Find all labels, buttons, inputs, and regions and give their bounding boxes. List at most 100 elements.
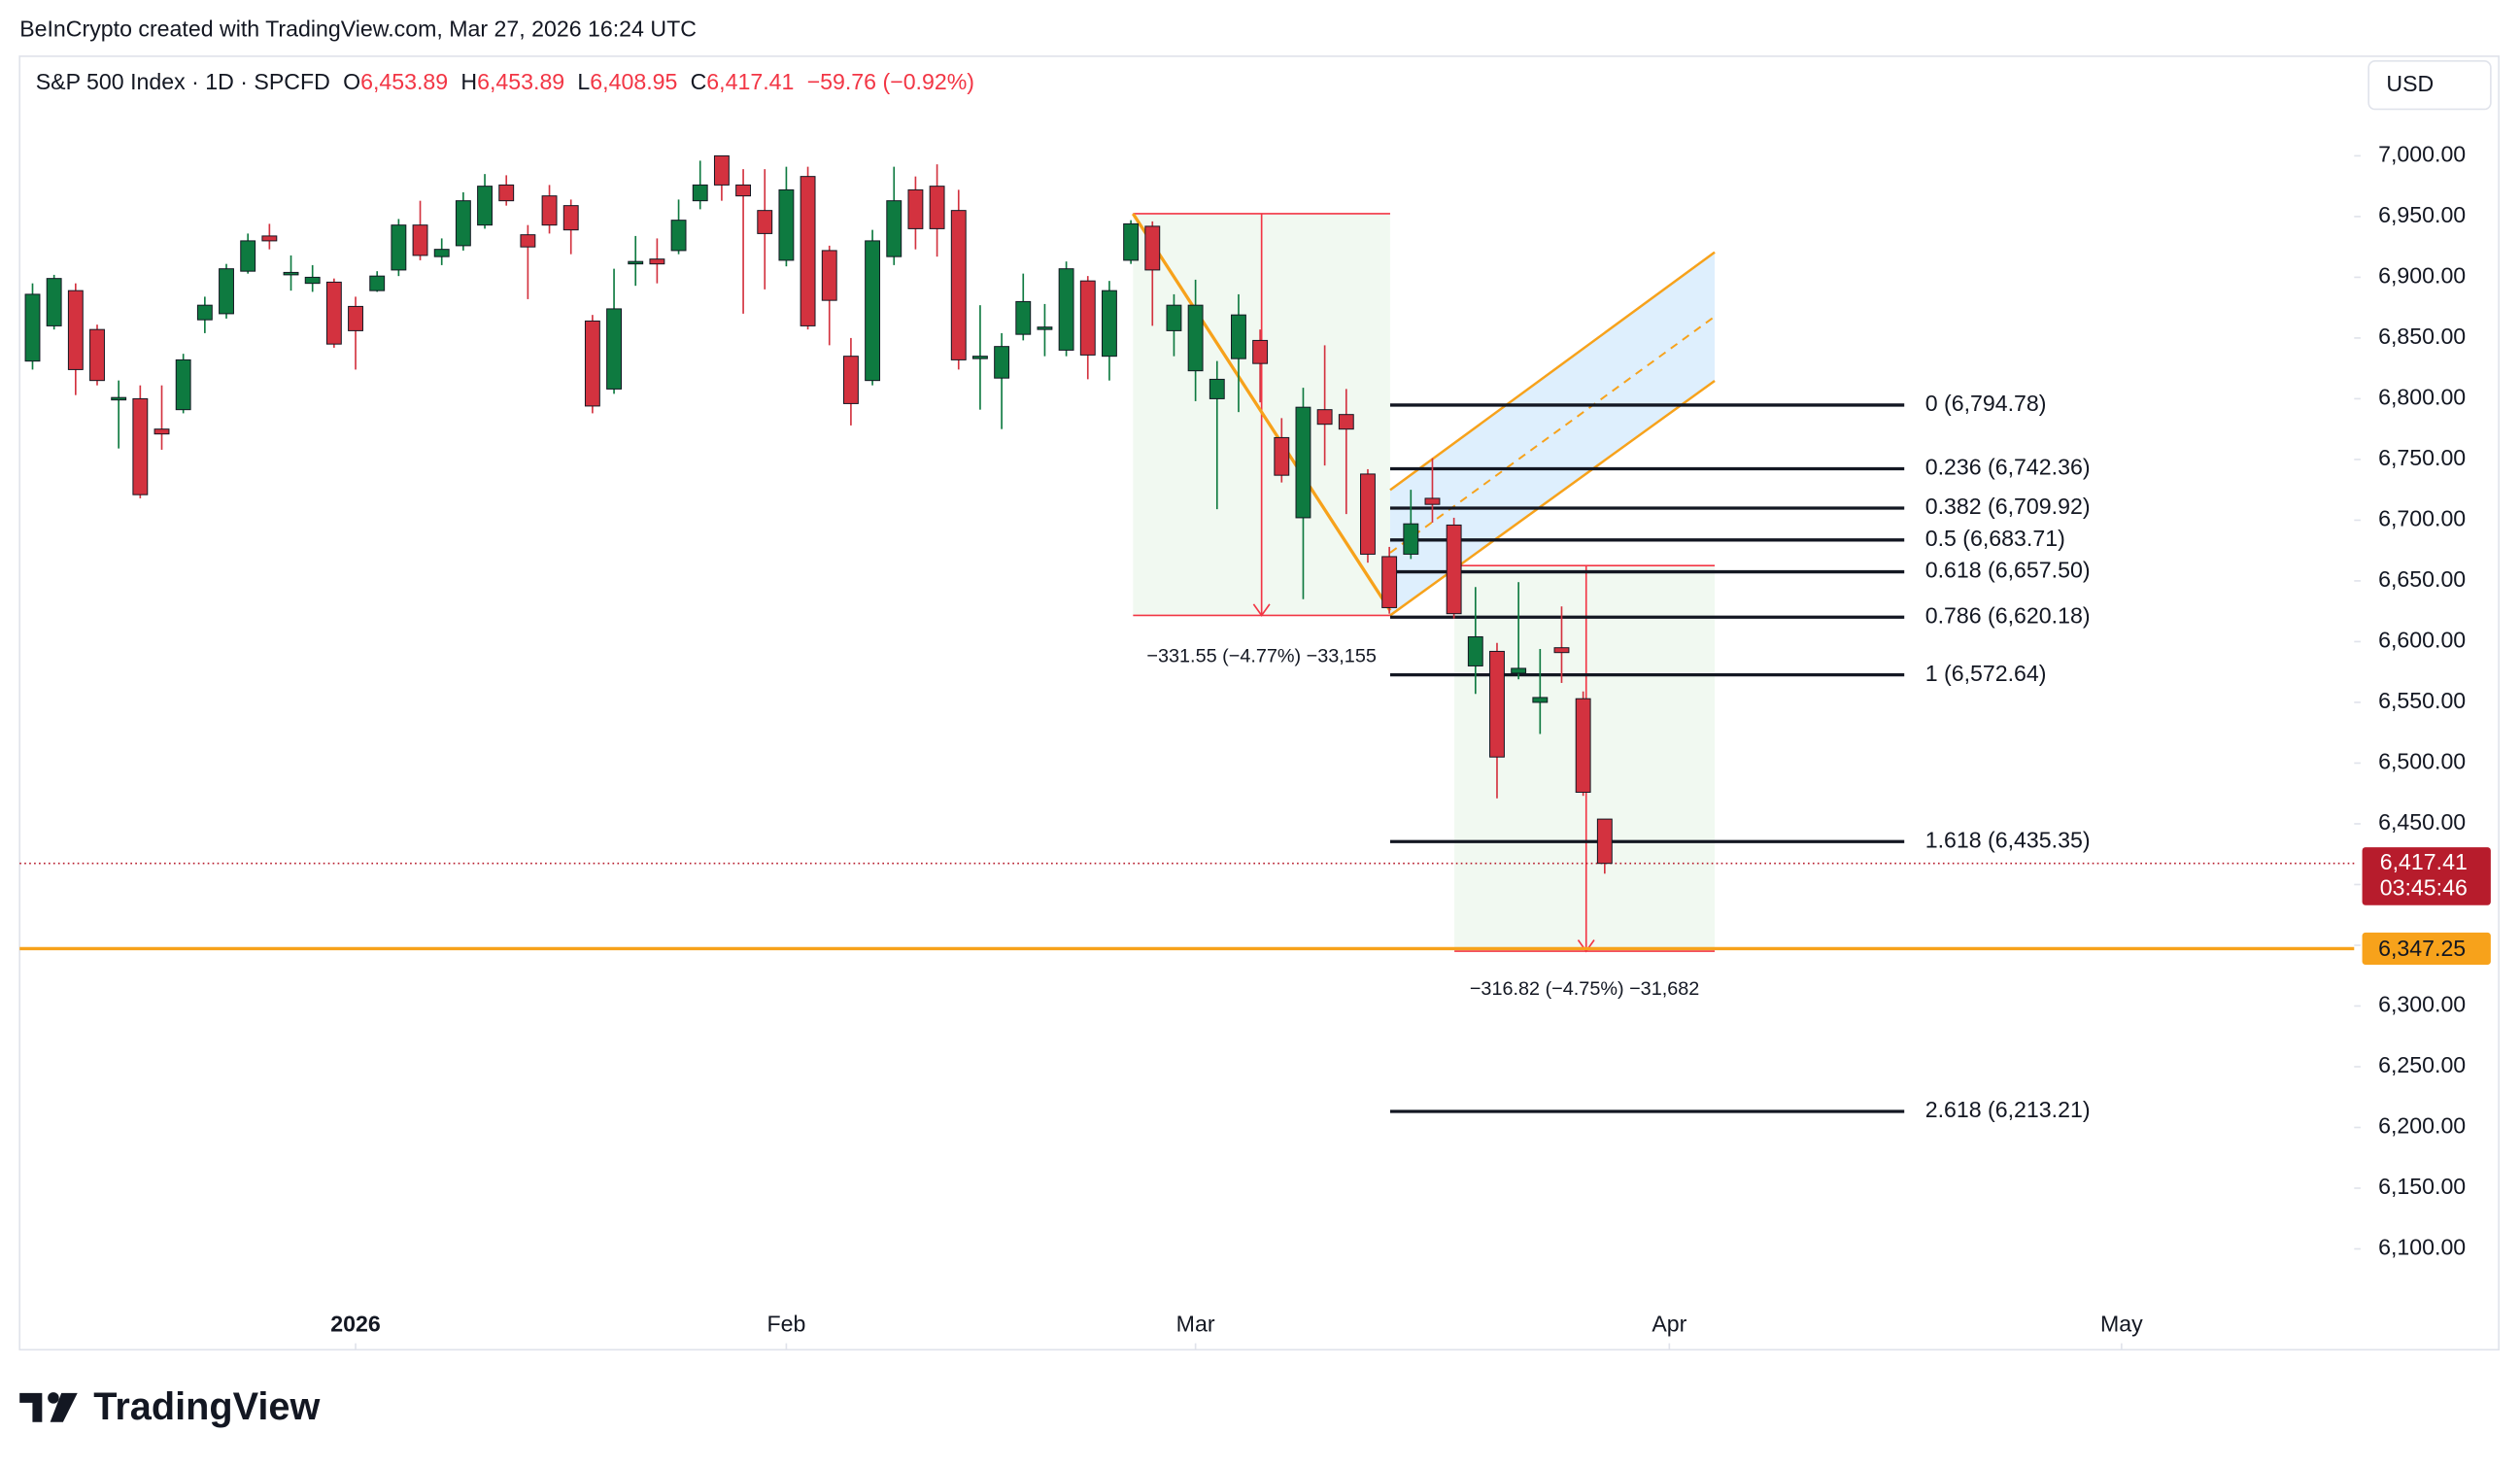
- fib-label: 1 (6,572.64): [1925, 661, 2047, 686]
- candle-body: [649, 258, 665, 265]
- candle-body: [1295, 406, 1311, 519]
- fib-label: 0.786 (6,620.18): [1925, 602, 2091, 628]
- fib-label: 2.618 (6,213.21): [1925, 1097, 2091, 1122]
- fib-label: 0.382 (6,709.92): [1925, 494, 2091, 519]
- measure-arrowhead: [1577, 939, 1595, 953]
- candle-body: [520, 234, 536, 248]
- y-tick-label: 6,550.00: [2378, 688, 2466, 713]
- legend-item: −59.76 (−0.92%): [807, 69, 974, 94]
- y-tick-label: 6,600.00: [2378, 628, 2466, 653]
- y-tick-label: 6,800.00: [2378, 385, 2466, 410]
- candle-body: [1058, 268, 1074, 351]
- candle-body: [907, 188, 924, 229]
- candle-body: [1231, 314, 1246, 359]
- candle-body: [1381, 556, 1398, 608]
- channel-fill: [1389, 252, 1716, 616]
- candle-body: [692, 184, 708, 202]
- logo-mark: [50, 1392, 78, 1422]
- candle-body: [348, 305, 363, 331]
- candle-body: [325, 281, 342, 345]
- candle-body: [1252, 339, 1269, 364]
- candle-body: [153, 428, 170, 435]
- channel-line: [1389, 251, 1716, 492]
- candle-body: [111, 396, 127, 401]
- y-tick-label: 6,300.00: [2378, 992, 2466, 1017]
- fib-label: 0.618 (6,657.50): [1925, 558, 2091, 583]
- y-tick-label: 6,150.00: [2378, 1174, 2466, 1199]
- candle-body: [1489, 650, 1505, 758]
- y-tick-label: 6,650.00: [2378, 566, 2466, 592]
- candle-body: [950, 210, 967, 360]
- x-tick-label: Feb: [766, 1312, 805, 1337]
- candle-body: [1037, 326, 1053, 330]
- candle-body: [24, 293, 41, 362]
- candle-body: [929, 186, 945, 229]
- y-tick-label: 6,200.00: [2378, 1113, 2466, 1139]
- price-countdown: 03:45:46: [2380, 874, 2468, 900]
- candle-body: [391, 224, 407, 271]
- candle-body: [1079, 280, 1096, 356]
- measure-label: −316.82 (−4.75%) −31,682: [1470, 978, 1699, 1000]
- candle-body: [1015, 300, 1032, 335]
- candle-body: [1209, 378, 1225, 399]
- candle-body: [1553, 647, 1570, 654]
- candle-body: [304, 276, 321, 285]
- channel-line: [1389, 379, 1716, 617]
- y-tick-label: 6,700.00: [2378, 506, 2466, 531]
- candle-body: [46, 278, 62, 326]
- candle-body: [196, 304, 213, 321]
- candle-body: [1187, 304, 1204, 372]
- legend-item: O: [343, 69, 360, 94]
- candle-body: [584, 320, 600, 407]
- candle-body: [477, 186, 493, 226]
- candle-body: [735, 184, 752, 197]
- price-tag-label: 6,417.41: [2380, 849, 2468, 874]
- legend-item: H: [460, 69, 477, 94]
- price-tag: [2362, 847, 2491, 905]
- x-tick-label: Mar: [1176, 1312, 1215, 1337]
- alert-tag: [2362, 932, 2491, 965]
- candle-body: [606, 308, 622, 390]
- candle-body: [1467, 635, 1483, 666]
- legend-item: C: [691, 69, 707, 94]
- candle-body: [1403, 523, 1419, 555]
- candle-body: [713, 154, 730, 186]
- candle-body: [455, 200, 471, 247]
- legend-item: 6,453.89: [360, 69, 448, 94]
- candle-body: [1532, 697, 1549, 703]
- candle-body: [1424, 497, 1441, 505]
- candle-body: [994, 346, 1010, 379]
- legend-item: L: [577, 69, 590, 94]
- fib-label: 0.236 (6,742.36): [1925, 455, 2091, 480]
- candle-body: [1511, 667, 1527, 674]
- legend-item: S&P 500 Index · 1D · SPCFD: [36, 69, 330, 94]
- credit: BeInCrypto created with TradingView.com,…: [19, 17, 697, 42]
- y-tick-label: 6,750.00: [2378, 445, 2466, 470]
- currency-box[interactable]: [2367, 60, 2492, 111]
- candle-body: [821, 250, 837, 301]
- fib-label: 0.5 (6,683.71): [1925, 526, 2065, 551]
- candle-body: [240, 240, 256, 272]
- candle-body: [1316, 409, 1333, 426]
- candle-body: [132, 397, 149, 495]
- y-tick-label: 7,000.00: [2378, 142, 2466, 167]
- zigzag: [1131, 213, 1392, 612]
- y-tick-label: 6,850.00: [2378, 324, 2466, 349]
- candle-body: [498, 184, 515, 202]
- candle-body: [1575, 698, 1591, 793]
- legend-item: 6,453.89: [477, 69, 564, 94]
- candle-body: [433, 249, 450, 257]
- candle-body: [412, 224, 428, 256]
- legend-item: 6,417.41: [706, 69, 794, 94]
- candle-body: [219, 268, 234, 315]
- fib-label: 0 (6,794.78): [1925, 391, 2047, 416]
- candle-body: [1446, 524, 1462, 615]
- candle-body: [886, 200, 902, 257]
- candle-body: [1338, 414, 1354, 430]
- candle-body: [670, 220, 687, 252]
- legend: S&P 500 Index · 1D · SPCFD O6,453.89 H6,45…: [36, 69, 974, 94]
- candle-body: [1123, 222, 1140, 261]
- y-tick-label: 6,100.00: [2378, 1235, 2466, 1260]
- candle-body: [628, 260, 644, 265]
- currency: USD: [2386, 71, 2434, 96]
